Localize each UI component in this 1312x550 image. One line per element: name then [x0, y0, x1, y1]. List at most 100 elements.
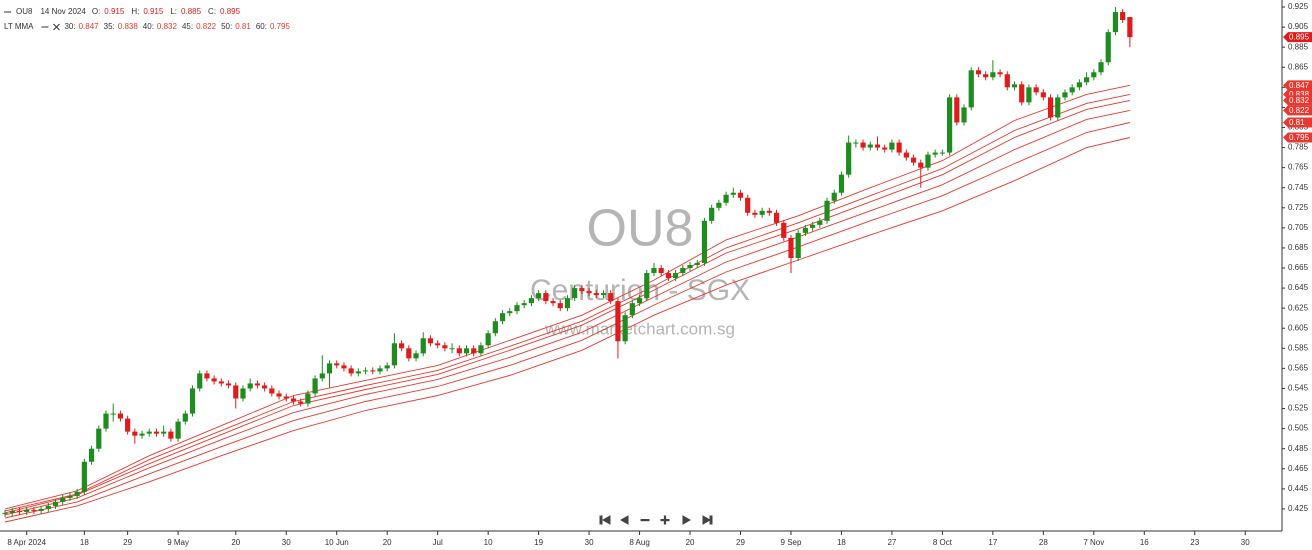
candle-body — [240, 388, 246, 399]
candle-body — [2, 512, 8, 514]
candle-body — [103, 413, 109, 429]
candle-body — [153, 431, 160, 434]
candle-body — [211, 378, 217, 382]
legend-label: 60: — [256, 22, 267, 31]
y-tick-label: 0.665 — [1288, 263, 1309, 272]
candle-body — [427, 338, 434, 344]
y-tick-label: 0.545 — [1288, 384, 1309, 393]
candle-body — [1062, 92, 1068, 98]
nav-zoom-out[interactable] — [640, 519, 650, 522]
candle-body — [377, 368, 383, 372]
y-tick-label: 0.565 — [1288, 363, 1309, 372]
legend-value: 0.838 — [118, 22, 139, 31]
candle-body — [665, 273, 671, 279]
candle-body — [954, 97, 960, 123]
candle-body — [1098, 62, 1104, 73]
y-tick-label: 0.605 — [1288, 323, 1309, 332]
nav-first[interactable] — [599, 515, 611, 525]
candle-body — [557, 303, 563, 309]
mma-line — [4, 84, 1130, 510]
candle-body — [1105, 32, 1111, 63]
nav-back[interactable] — [619, 515, 629, 525]
candle-body — [673, 273, 679, 279]
candle-body — [31, 509, 37, 511]
candle-body — [737, 192, 744, 198]
candle-body — [593, 293, 599, 296]
candle-body — [254, 383, 261, 386]
candle-body — [362, 370, 369, 372]
legend-label: 40: — [143, 22, 154, 31]
x-tick-label: 18 — [80, 538, 89, 547]
candle-body — [1120, 12, 1126, 21]
x-tick-label: 19 — [534, 538, 543, 547]
value-badge — [1283, 105, 1312, 116]
candle-body — [218, 381, 224, 384]
legend-close[interactable] — [53, 23, 60, 31]
legend-value: 0.847 — [79, 22, 100, 31]
candle-body — [810, 224, 816, 228]
candle-body — [16, 510, 23, 512]
candle-body — [781, 222, 787, 238]
y-tick-label: 0.785 — [1288, 143, 1309, 152]
y-tick-label: 0.865 — [1288, 62, 1309, 71]
candle-body — [903, 152, 909, 158]
mma-line — [4, 122, 1131, 519]
x-tick-label: 8 Aug — [629, 538, 649, 547]
x-tick-label: 8 Apr 2024 — [7, 538, 46, 547]
watermark-symbol: OU8 — [587, 200, 694, 258]
candle-body — [326, 363, 333, 374]
candle-body — [1112, 12, 1119, 33]
y-tick-label: 0.725 — [1288, 203, 1309, 212]
y-tick-label: 0.485 — [1288, 444, 1309, 453]
value-badge — [1283, 117, 1312, 128]
candle-body — [81, 461, 87, 492]
candle-body — [262, 385, 268, 389]
candle-body — [543, 293, 549, 302]
value-badge-label: 0.81 — [1289, 118, 1305, 127]
candle-body — [939, 152, 945, 154]
value-badge-label: 0.895 — [1289, 33, 1310, 42]
x-tick-label: Jul — [433, 538, 443, 547]
x-tick-label: 23 — [1190, 538, 1199, 547]
candle-body — [536, 293, 542, 299]
candle-body — [1019, 84, 1025, 103]
candle-body — [925, 154, 931, 168]
y-tick-label: 0.585 — [1288, 343, 1309, 352]
candle-body — [204, 373, 210, 379]
candle-body — [889, 142, 895, 150]
header-ohlc-value: 0.895 — [220, 7, 241, 16]
candle-body — [752, 212, 758, 215]
candle-body — [435, 343, 441, 346]
x-tick-label: 9 May — [167, 538, 189, 547]
y-tick-label: 0.525 — [1288, 404, 1309, 413]
value-badge-label: 0.832 — [1289, 96, 1310, 105]
nav-last[interactable] — [702, 515, 713, 525]
candle-body — [730, 192, 736, 195]
header-ohlc-value: 0.885 — [181, 7, 202, 16]
x-tick-label: 30 — [282, 538, 291, 547]
candle-body — [817, 220, 823, 225]
y-tick-label: 0.505 — [1288, 424, 1309, 433]
candle-body — [644, 273, 650, 299]
candle-body — [882, 147, 888, 150]
candle-body — [528, 298, 534, 304]
candle-body — [1004, 74, 1010, 88]
y-tick-label: 0.765 — [1288, 163, 1309, 172]
nav-zoom-in[interactable] — [660, 515, 670, 525]
candle-body — [838, 174, 845, 193]
x-tick-label: 29 — [736, 538, 745, 547]
legend-label: 45: — [182, 22, 193, 31]
candle-body — [694, 262, 700, 265]
y-tick-label: 0.925 — [1288, 2, 1309, 11]
candle-body — [391, 343, 398, 366]
x-tick-label: 29 — [123, 538, 132, 547]
candle-body — [305, 393, 311, 404]
candle-body — [74, 491, 80, 496]
candle-body — [52, 501, 59, 506]
nav-forward[interactable] — [682, 515, 692, 525]
y-tick-label: 0.705 — [1288, 223, 1309, 232]
value-badge-label: 0.838 — [1289, 90, 1310, 99]
candle-body — [38, 508, 44, 511]
legend-value: 0.832 — [157, 22, 178, 31]
